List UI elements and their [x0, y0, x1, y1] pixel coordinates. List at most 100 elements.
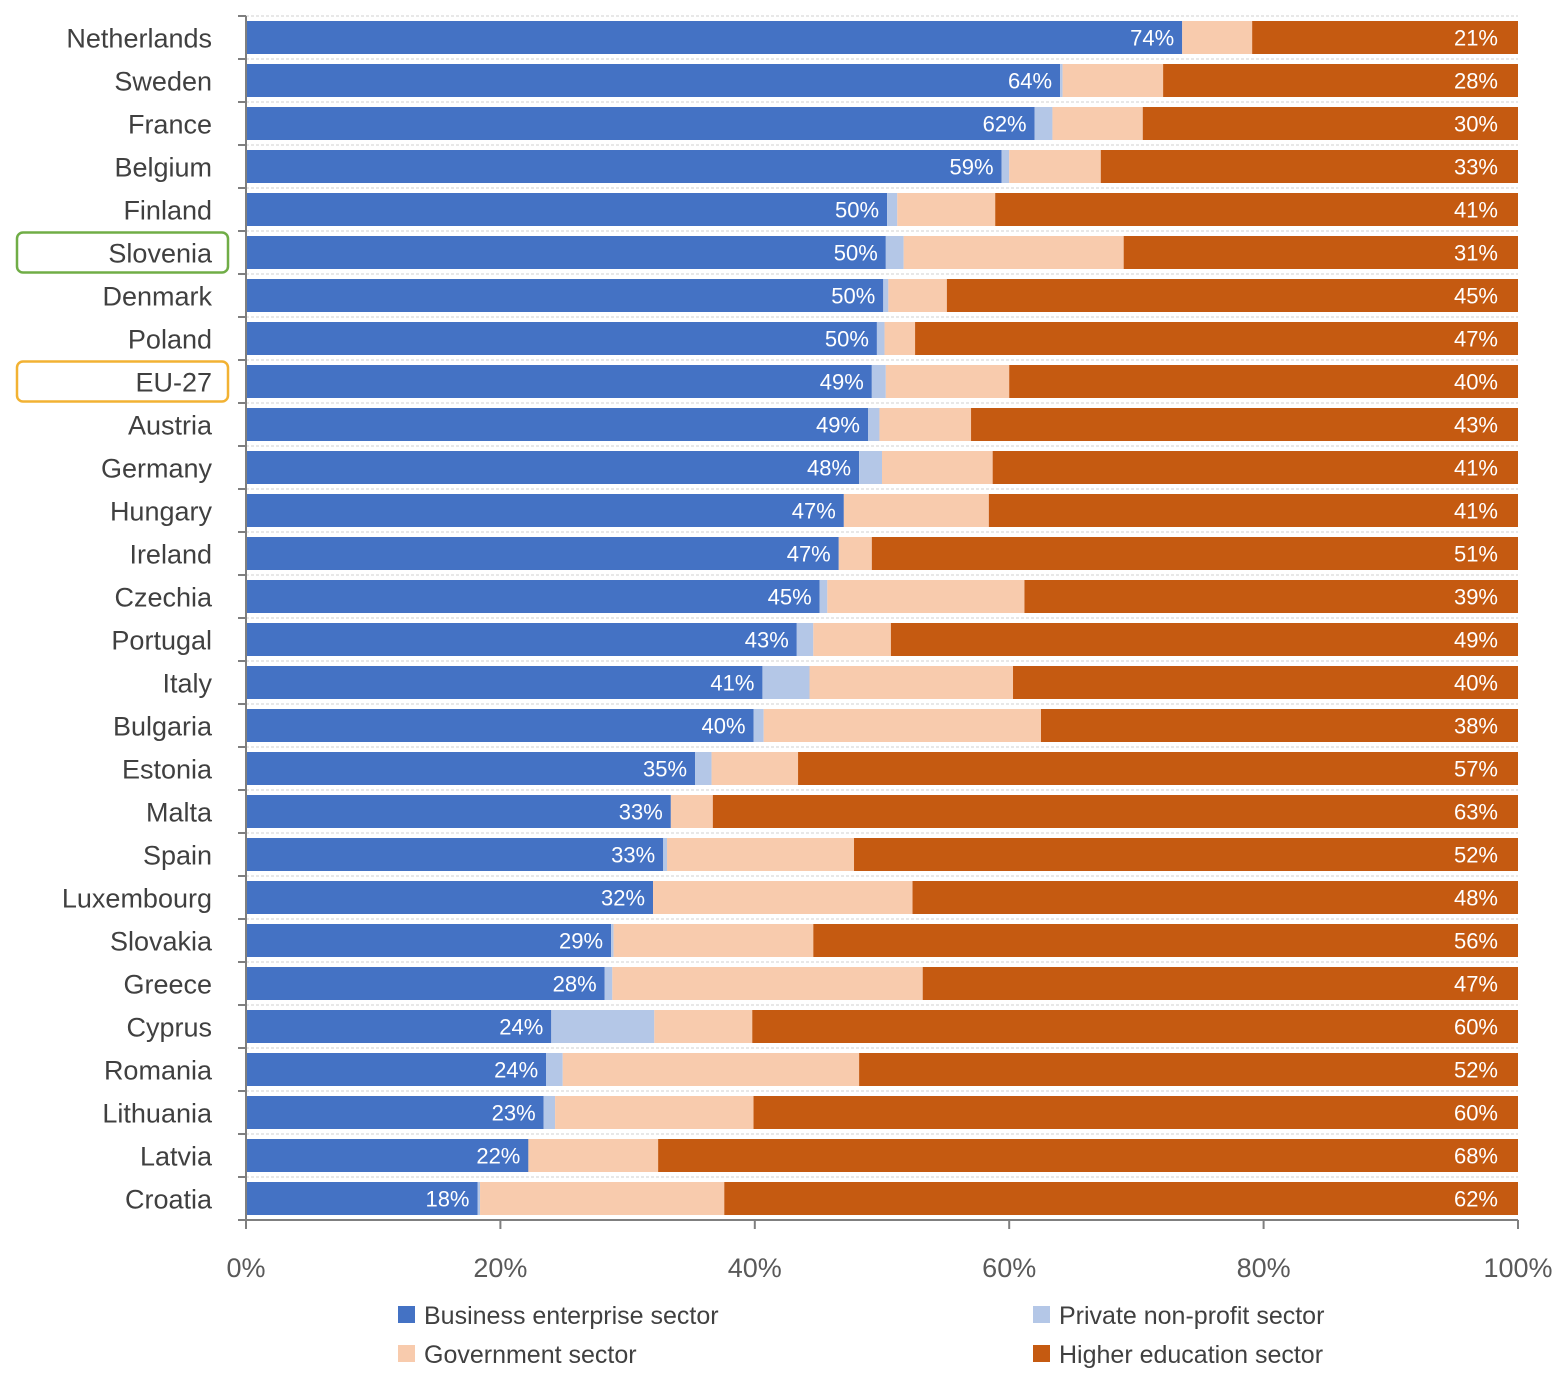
- bar-slovenia-private-non-profit-sector: [885, 236, 904, 269]
- bar-lithuania-higher-education-sector: [753, 1096, 1518, 1129]
- bar-sweden-higher-education-sector: [1163, 64, 1518, 97]
- category-label-sweden: Sweden: [114, 67, 212, 97]
- data-label-austria-business: 49%: [816, 413, 860, 438]
- data-label-bulgaria-higher-education: 38%: [1454, 714, 1498, 739]
- bar-hungary-higher-education-sector: [988, 494, 1518, 527]
- bar-estonia-higher-education-sector: [798, 752, 1518, 785]
- x-tick-label-60: 60%: [982, 1253, 1036, 1283]
- data-label-luxembourg-higher-education: 48%: [1454, 886, 1498, 911]
- bar-lithuania-business-enterprise-sector: [246, 1096, 544, 1129]
- highlight-box-eu-27: [15, 360, 230, 403]
- bar-denmark-higher-education-sector: [946, 279, 1518, 312]
- bar-belgium-business-enterprise-sector: [246, 150, 1002, 183]
- bar-eu-27-business-enterprise-sector: [246, 365, 872, 398]
- legend-item-private-non-profit-sector: Private non-profit sector: [1033, 1302, 1324, 1330]
- bar-austria-government-sector: [879, 408, 972, 441]
- data-label-spain-business: 33%: [611, 843, 655, 868]
- bar-luxembourg-government-sector: [653, 881, 913, 914]
- bar-hungary-government-sector: [843, 494, 989, 527]
- data-label-lithuania-business: 23%: [492, 1101, 536, 1126]
- legend-label: Business enterprise sector: [424, 1302, 719, 1330]
- category-label-malta: Malta: [146, 798, 213, 828]
- bar-italy-private-non-profit-sector: [762, 666, 810, 699]
- bar-spain-government-sector: [667, 838, 855, 871]
- data-label-france-business: 62%: [983, 112, 1027, 137]
- data-label-cyprus-higher-education: 60%: [1454, 1015, 1498, 1040]
- category-label-cyprus: Cyprus: [126, 1013, 212, 1043]
- data-label-greece-business: 28%: [553, 972, 597, 997]
- bar-netherlands-business-enterprise-sector: [246, 21, 1183, 54]
- bar-romania-higher-education-sector: [859, 1053, 1518, 1086]
- category-label-greece: Greece: [123, 970, 212, 1000]
- bar-cyprus-private-non-profit-sector: [551, 1010, 655, 1043]
- data-label-slovenia-business: 50%: [834, 241, 878, 266]
- data-label-hungary-higher-education: 41%: [1454, 499, 1498, 524]
- data-label-poland-business: 50%: [825, 327, 869, 352]
- bar-lithuania-government-sector: [555, 1096, 754, 1129]
- bar-sweden-government-sector: [1062, 64, 1164, 97]
- category-label-spain: Spain: [143, 841, 212, 871]
- bar-spain-higher-education-sector: [854, 838, 1518, 871]
- bar-finland-business-enterprise-sector: [246, 193, 888, 226]
- bar-portugal-government-sector: [813, 623, 891, 656]
- bar-croatia-business-enterprise-sector: [246, 1182, 478, 1215]
- legend-swatch: [398, 1345, 415, 1362]
- bar-germany-higher-education-sector: [992, 451, 1518, 484]
- bar-slovakia-private-non-profit-sector: [611, 924, 614, 957]
- category-label-luxembourg: Luxembourg: [62, 884, 212, 914]
- category-label-france: France: [128, 110, 212, 140]
- category-label-italy: Italy: [162, 669, 212, 699]
- data-label-sweden-business: 64%: [1008, 69, 1052, 94]
- bar-poland-higher-education-sector: [915, 322, 1518, 355]
- bar-cyprus-government-sector: [654, 1010, 753, 1043]
- bar-netherlands-higher-education-sector: [1252, 21, 1518, 54]
- data-label-denmark-higher-education: 45%: [1454, 284, 1498, 309]
- data-label-hungary-business: 47%: [792, 499, 836, 524]
- legend-label: Higher education sector: [1059, 1341, 1323, 1369]
- data-label-romania-business: 24%: [494, 1058, 538, 1083]
- bar-france-higher-education-sector: [1142, 107, 1518, 140]
- data-label-bulgaria-business: 40%: [701, 714, 745, 739]
- data-label-italy-higher-education: 40%: [1454, 671, 1498, 696]
- bar-cyprus-higher-education-sector: [752, 1010, 1518, 1043]
- bar-greece-business-enterprise-sector: [246, 967, 605, 1000]
- category-label-hungary: Hungary: [110, 497, 213, 527]
- bar-romania-business-enterprise-sector: [246, 1053, 547, 1086]
- bar-germany-private-non-profit-sector: [859, 451, 882, 484]
- bar-ireland-higher-education-sector: [871, 537, 1518, 570]
- data-label-belgium-business: 59%: [950, 155, 994, 180]
- data-label-eu-27-business: 49%: [820, 370, 864, 395]
- bar-ireland-government-sector: [838, 537, 872, 570]
- data-label-germany-business: 48%: [807, 456, 851, 481]
- bar-france-business-enterprise-sector: [246, 107, 1035, 140]
- data-label-croatia-higher-education: 62%: [1454, 1187, 1498, 1212]
- data-label-netherlands-business: 74%: [1130, 26, 1174, 51]
- bar-poland-business-enterprise-sector: [246, 322, 877, 355]
- bar-croatia-private-non-profit-sector: [477, 1182, 481, 1215]
- category-label-eu-27: EU-27: [135, 368, 212, 398]
- bar-ireland-business-enterprise-sector: [246, 537, 839, 570]
- bar-cyprus-business-enterprise-sector: [246, 1010, 552, 1043]
- x-tick-label-100: 100%: [1483, 1253, 1552, 1283]
- bar-bulgaria-business-enterprise-sector: [246, 709, 754, 742]
- data-label-finland-higher-education: 41%: [1454, 198, 1498, 223]
- bar-belgium-government-sector: [1009, 150, 1101, 183]
- bar-bulgaria-private-non-profit-sector: [753, 709, 764, 742]
- category-label-germany: Germany: [101, 454, 213, 484]
- bar-latvia-higher-education-sector: [658, 1139, 1518, 1172]
- x-tick-label-20: 20%: [473, 1253, 527, 1283]
- bar-slovakia-government-sector: [613, 924, 814, 957]
- bar-netherlands-government-sector: [1182, 21, 1253, 54]
- bar-estonia-business-enterprise-sector: [246, 752, 696, 785]
- data-label-cyprus-business: 24%: [499, 1015, 543, 1040]
- bar-malta-government-sector: [670, 795, 713, 828]
- data-label-czechia-higher-education: 39%: [1454, 585, 1498, 610]
- x-tick-label-0: 0%: [226, 1253, 265, 1283]
- data-label-italy-business: 41%: [710, 671, 754, 696]
- x-tick-label-80: 80%: [1237, 1253, 1291, 1283]
- data-label-portugal-higher-education: 49%: [1454, 628, 1498, 653]
- bar-eu-27-higher-education-sector: [1009, 365, 1518, 398]
- category-label-bulgaria: Bulgaria: [113, 712, 213, 742]
- legend-item-business-enterprise-sector: Business enterprise sector: [398, 1302, 719, 1330]
